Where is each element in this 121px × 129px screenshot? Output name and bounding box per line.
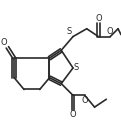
Text: S: S bbox=[74, 63, 79, 72]
Text: O: O bbox=[81, 96, 88, 105]
Text: O: O bbox=[107, 27, 113, 36]
Text: O: O bbox=[95, 14, 102, 23]
Text: O: O bbox=[70, 110, 76, 119]
Text: S: S bbox=[67, 27, 72, 36]
Text: O: O bbox=[1, 38, 7, 47]
